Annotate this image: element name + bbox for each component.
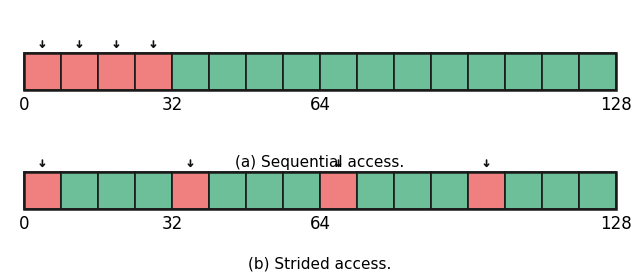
Text: 0: 0 (19, 96, 29, 114)
Bar (505, 172, 542, 209)
Bar (283, 172, 320, 209)
Bar (468, 53, 505, 89)
Bar (394, 172, 431, 209)
Text: 0: 0 (19, 216, 29, 234)
Bar (172, 172, 209, 209)
Bar (135, 53, 172, 89)
Text: (a) Sequential access.: (a) Sequential access. (236, 155, 404, 170)
Text: 64: 64 (310, 96, 330, 114)
Bar (283, 53, 320, 89)
Bar (431, 53, 468, 89)
Text: 32: 32 (161, 96, 182, 114)
Bar (24, 172, 61, 209)
Text: 128: 128 (600, 216, 632, 234)
Bar (98, 172, 135, 209)
Bar (320, 53, 357, 89)
Bar (172, 53, 209, 89)
Text: 64: 64 (310, 216, 330, 234)
Bar (135, 172, 172, 209)
Text: 32: 32 (161, 216, 182, 234)
Bar (579, 172, 616, 209)
Bar (209, 53, 246, 89)
Bar (579, 53, 616, 89)
Bar (320, 172, 357, 209)
Bar (394, 53, 431, 89)
Bar (468, 172, 505, 209)
Bar (246, 172, 283, 209)
Bar (24, 53, 616, 89)
Bar (24, 172, 616, 209)
Bar (542, 53, 579, 89)
Bar (357, 53, 394, 89)
Text: (b) Strided access.: (b) Strided access. (248, 257, 392, 271)
Bar (24, 53, 61, 89)
Bar (542, 172, 579, 209)
Bar (246, 53, 283, 89)
Bar (209, 172, 246, 209)
Text: 128: 128 (600, 96, 632, 114)
Bar (61, 172, 98, 209)
Bar (357, 172, 394, 209)
Bar (61, 53, 98, 89)
Bar (505, 53, 542, 89)
Bar (98, 53, 135, 89)
Bar (431, 172, 468, 209)
